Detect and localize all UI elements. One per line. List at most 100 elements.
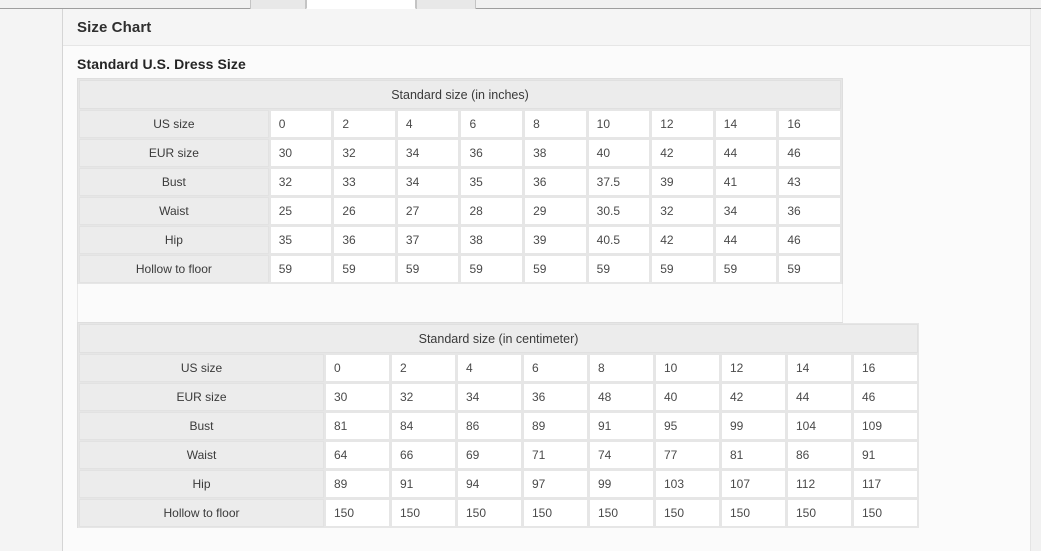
table-cell: 10	[587, 110, 651, 138]
table-cell: 32	[651, 197, 714, 225]
table-cell: 8	[524, 110, 587, 138]
table-cell: 46	[778, 139, 841, 167]
table-cell: 59	[460, 255, 524, 283]
table-caption: Standard size (in centimeter)	[79, 324, 919, 353]
table-cell: 42	[651, 226, 714, 254]
table-cell: 89	[325, 470, 390, 498]
table-separator-gap	[77, 284, 843, 322]
size-table-centimeter-body: Standard size (in centimeter) US size 0 2 4 6…	[79, 324, 919, 527]
table-cell: 46	[853, 383, 919, 411]
table-cell: 150	[853, 499, 919, 527]
table-cell: 40	[655, 383, 720, 411]
table-cell: 84	[391, 412, 456, 440]
size-table-block-inches: Standard size (in inches) US size 0 2 4 6 8 10 1…	[77, 78, 843, 284]
page-title: Size Chart	[77, 18, 152, 36]
row-label-hollow-to-floor: Hollow to floor	[79, 499, 324, 527]
size-table-inches: Standard size (in inches) US size 0 2 4 6 8 10 1…	[78, 79, 842, 284]
table-cell: 104	[787, 412, 852, 440]
table-cell: 37	[396, 226, 460, 254]
table-row: Waist 25 26 27 28 29 30.5 32 34 36	[79, 197, 841, 225]
section-heading: Standard U.S. Dress Size	[77, 56, 246, 72]
table-cell: 10	[655, 354, 720, 382]
table-cell: 14	[787, 354, 852, 382]
row-label-hollow-to-floor: Hollow to floor	[79, 255, 269, 283]
table-cell: 64	[325, 441, 390, 469]
table-cell: 2	[391, 354, 456, 382]
table-cell: 117	[853, 470, 919, 498]
table-cell: 103	[655, 470, 720, 498]
table-cell: 30	[269, 139, 333, 167]
table-cell: 32	[391, 383, 456, 411]
table-cell: 150	[523, 499, 588, 527]
table-cell: 16	[778, 110, 841, 138]
table-row: Hollow to floor 150 150 150 150 150 150 150 150 1…	[79, 499, 919, 527]
table-cell: 32	[269, 168, 333, 196]
table-cell: 150	[325, 499, 390, 527]
table-cell: 150	[655, 499, 720, 527]
size-table-centimeter: Standard size (in centimeter) US size 0 2 4 6…	[78, 323, 920, 528]
table-cell: 150	[457, 499, 522, 527]
table-caption: Standard size (in inches)	[79, 80, 841, 109]
table-cell: 6	[523, 354, 588, 382]
table-cell: 39	[651, 168, 714, 196]
table-cell: 36	[778, 197, 841, 225]
table-cell: 94	[457, 470, 522, 498]
table-cell: 44	[714, 139, 778, 167]
table-cell: 32	[333, 139, 396, 167]
table-cell: 89	[523, 412, 588, 440]
table-cell: 59	[778, 255, 841, 283]
table-cell: 38	[524, 139, 587, 167]
table-cell: 81	[325, 412, 390, 440]
table-cell: 36	[460, 139, 524, 167]
left-gutter	[0, 9, 62, 551]
table-cell: 25	[269, 197, 333, 225]
table-cell: 38	[460, 226, 524, 254]
table-cell: 42	[721, 383, 786, 411]
table-cell: 12	[651, 110, 714, 138]
row-label-hip: Hip	[79, 470, 324, 498]
table-cell: 59	[333, 255, 396, 283]
table-cell: 29	[524, 197, 587, 225]
table-cell: 150	[589, 499, 654, 527]
table-cell: 37.5	[587, 168, 651, 196]
size-table-block-centimeter: Standard size (in centimeter) US size 0 2 4 6…	[77, 322, 920, 528]
table-caption-row: Standard size (in centimeter)	[79, 324, 919, 353]
row-label-us-size: US size	[79, 110, 269, 138]
row-label-eur-size: EUR size	[79, 383, 324, 411]
table-cell: 42	[651, 139, 714, 167]
table-cell: 69	[457, 441, 522, 469]
size-chart-panel: Size Chart Standard U.S. Dress Size Stan…	[62, 9, 1031, 551]
table-cell: 44	[787, 383, 852, 411]
table-cell: 99	[589, 470, 654, 498]
table-cell: 112	[787, 470, 852, 498]
table-cell: 34	[714, 197, 778, 225]
table-cell: 41	[714, 168, 778, 196]
table-cell: 36	[524, 168, 587, 196]
table-cell: 40	[587, 139, 651, 167]
table-cell: 0	[325, 354, 390, 382]
table-row: EUR size 30 32 34 36 48 40 42 44 46	[79, 383, 919, 411]
table-cell: 6	[460, 110, 524, 138]
browser-tab-active[interactable]	[306, 0, 416, 9]
row-label-waist: Waist	[79, 197, 269, 225]
table-cell: 74	[589, 441, 654, 469]
table-row: EUR size 30 32 34 36 38 40 42 44 46	[79, 139, 841, 167]
table-cell: 40.5	[587, 226, 651, 254]
table-cell: 97	[523, 470, 588, 498]
table-cell: 59	[651, 255, 714, 283]
browser-tab-inactive-left[interactable]	[250, 0, 306, 9]
table-row: US size 0 2 4 6 8 10 12 14 16	[79, 110, 841, 138]
table-row: Hollow to floor 59 59 59 59 59 59 59 59 59	[79, 255, 841, 283]
table-cell: 2	[333, 110, 396, 138]
size-table-inches-body: Standard size (in inches) US size 0 2 4 6 8 10 1…	[79, 80, 841, 283]
table-cell: 8	[589, 354, 654, 382]
table-cell: 14	[714, 110, 778, 138]
table-row: Bust 81 84 86 89 91 95 99 104 109	[79, 412, 919, 440]
row-label-us-size: US size	[79, 354, 324, 382]
browser-tab-inactive-right[interactable]	[416, 0, 476, 9]
table-cell: 12	[721, 354, 786, 382]
table-cell: 66	[391, 441, 456, 469]
table-cell: 35	[460, 168, 524, 196]
table-caption-row: Standard size (in inches)	[79, 80, 841, 109]
